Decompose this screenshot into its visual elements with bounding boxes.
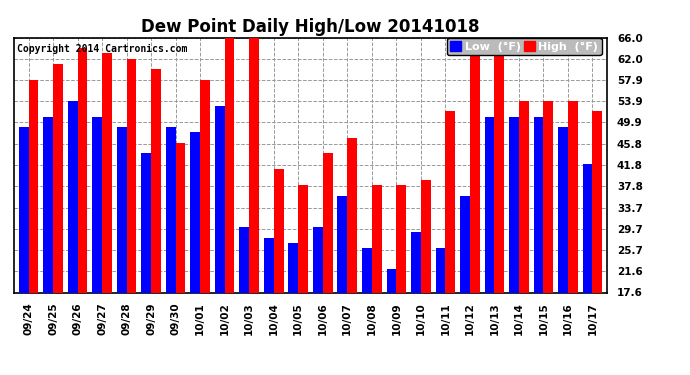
Bar <box>495 43 504 292</box>
Legend: Low  (°F), High  (°F): Low (°F), High (°F) <box>447 38 602 56</box>
Bar <box>176 143 186 292</box>
Bar <box>372 185 382 292</box>
Bar <box>386 269 396 292</box>
Bar <box>298 185 308 292</box>
Text: Copyright 2014 Cartronics.com: Copyright 2014 Cartronics.com <box>17 44 187 54</box>
Bar <box>77 48 88 292</box>
Bar <box>519 101 529 292</box>
Bar <box>323 153 333 292</box>
Bar <box>102 53 112 292</box>
Bar <box>582 164 593 292</box>
Bar <box>166 127 176 292</box>
Bar <box>225 38 235 292</box>
Bar <box>533 117 544 292</box>
Bar <box>151 69 161 292</box>
Bar <box>28 80 39 292</box>
Bar <box>313 227 323 292</box>
Bar <box>509 117 519 292</box>
Bar <box>544 101 553 292</box>
Bar <box>347 138 357 292</box>
Bar <box>126 58 137 292</box>
Bar <box>362 248 372 292</box>
Bar <box>141 153 151 292</box>
Bar <box>568 101 578 292</box>
Bar <box>200 80 210 292</box>
Bar <box>435 248 445 292</box>
Bar <box>43 117 53 292</box>
Bar <box>421 180 431 292</box>
Bar <box>484 117 495 292</box>
Bar <box>445 111 455 292</box>
Bar <box>593 111 602 292</box>
Bar <box>117 127 126 292</box>
Bar <box>19 127 28 292</box>
Bar <box>53 64 63 292</box>
Bar <box>460 195 470 292</box>
Bar <box>411 232 421 292</box>
Title: Dew Point Daily High/Low 20141018: Dew Point Daily High/Low 20141018 <box>141 18 480 36</box>
Bar <box>470 38 480 292</box>
Bar <box>215 106 225 292</box>
Bar <box>92 117 102 292</box>
Bar <box>190 132 200 292</box>
Bar <box>264 238 274 292</box>
Bar <box>239 227 249 292</box>
Bar <box>288 243 298 292</box>
Bar <box>558 127 568 292</box>
Bar <box>274 169 284 292</box>
Bar <box>249 38 259 292</box>
Bar <box>68 101 77 292</box>
Bar <box>337 195 347 292</box>
Bar <box>396 185 406 292</box>
